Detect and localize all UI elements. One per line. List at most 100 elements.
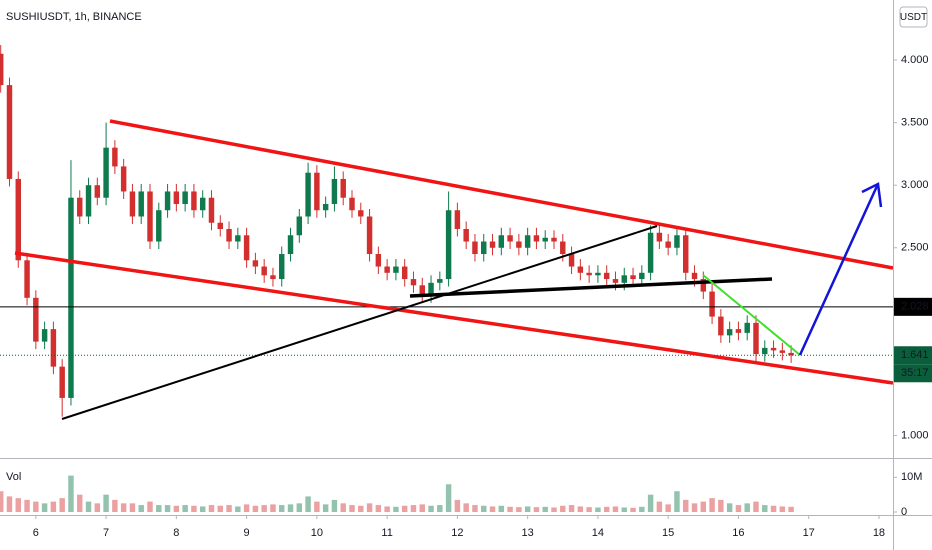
candle-body: [691, 272, 698, 280]
volume-bar: [709, 498, 715, 512]
volume-bar: [235, 506, 241, 512]
volume-pane: [0, 475, 794, 512]
candle-body: [551, 237, 557, 242]
volume-bar: [463, 503, 469, 512]
volume-bar: [164, 505, 171, 512]
candle-body: [779, 350, 786, 353]
volume-bar: [59, 498, 65, 512]
candle-body: [586, 272, 592, 276]
countdown-box: [894, 364, 932, 383]
volume-bar: [384, 506, 390, 512]
volume-bar: [340, 503, 346, 512]
candle-body: [279, 254, 285, 280]
volume-bar: [120, 503, 127, 512]
candle-body: [647, 232, 654, 273]
volume-bar: [261, 505, 267, 512]
candle-body: [191, 191, 197, 211]
volume-bar: [770, 505, 777, 512]
candle-body: [542, 237, 548, 242]
candle-body: [621, 275, 627, 283]
candle-body: [744, 322, 750, 333]
volume-bar: [349, 505, 355, 512]
candle-body: [656, 232, 663, 242]
candle-body: [138, 191, 144, 217]
candle-body: [156, 210, 162, 242]
candle-body: [6, 85, 13, 179]
candle-body: [50, 329, 57, 367]
volume-bar: [305, 496, 311, 512]
triangle-line: [61, 225, 658, 420]
currency: USDT: [900, 12, 927, 23]
candles: [0, 45, 794, 417]
x-tick-label: 10: [311, 527, 323, 539]
candle-body: [77, 197, 83, 217]
candle-body: [366, 216, 373, 255]
volume-bar: [410, 505, 417, 512]
candle-body: [410, 279, 417, 286]
volume-bar: [322, 504, 329, 512]
candle-body: [358, 210, 364, 217]
price-levels: [0, 306, 893, 356]
candle-body: [24, 260, 30, 298]
volume-bar: [533, 507, 540, 512]
x-tick-label: 16: [732, 527, 744, 539]
candle-body: [639, 272, 645, 280]
volume-bar: [788, 506, 794, 512]
price-label: 1.641: [901, 349, 929, 361]
candle-body: [472, 241, 478, 255]
volume-bar: [551, 507, 557, 512]
candle-body: [726, 329, 733, 336]
volume-bar: [191, 505, 197, 512]
candle-body: [770, 347, 777, 351]
price-label-box: [894, 297, 932, 316]
y-tick-label: 2.500: [901, 242, 929, 254]
price-label-box: [894, 346, 932, 365]
candle-body: [437, 279, 443, 283]
candle-body: [533, 235, 540, 242]
axes: 1.000 2.500 3.000 3.500 4.000 0 10M 6 7 8 9 10 11 12 1…: [33, 54, 929, 539]
volume-bar: [296, 503, 303, 512]
candle-body: [401, 266, 408, 280]
volume-bar: [287, 504, 294, 512]
candle-body: [428, 282, 434, 296]
y-tick-label: 3.000: [901, 179, 929, 191]
candle-body: [753, 322, 759, 355]
candle-body: [252, 260, 259, 267]
volume-bar: [700, 501, 707, 512]
candle-body: [445, 210, 452, 280]
volume-bar: [375, 505, 382, 512]
volume-bar: [138, 505, 144, 512]
x-tick-label: 18: [873, 527, 885, 539]
volume-bar: [393, 506, 399, 512]
price-label: 2.028: [901, 301, 929, 313]
candle-body: [498, 235, 505, 248]
volume-bar: [437, 505, 443, 512]
x-tick-label: 7: [103, 527, 109, 539]
volume-bar: [331, 499, 338, 512]
candle-body: [718, 316, 724, 336]
y-tick-label: 3.500: [901, 117, 929, 129]
volume-bar: [612, 506, 619, 512]
volume-bar: [507, 506, 513, 512]
volume-bar: [314, 501, 320, 512]
volume-label: Vol: [6, 471, 21, 483]
candle-body: [199, 197, 206, 211]
candle-body: [612, 279, 619, 283]
volume-bar: [147, 501, 153, 512]
candle-body: [507, 235, 513, 242]
candle-body: [182, 191, 188, 204]
x-tick-label: 15: [662, 527, 674, 539]
candle-body: [709, 291, 715, 317]
candle-body: [665, 241, 671, 248]
volume-bar: [683, 499, 689, 512]
candle-body: [375, 254, 382, 267]
volume-bar: [726, 503, 733, 512]
volume-bar: [0, 491, 4, 512]
x-tick-label: 8: [173, 527, 179, 539]
projection-arrow: [798, 185, 879, 356]
volume-bar: [753, 501, 759, 512]
volume-bar: [77, 494, 83, 512]
candle-body: [384, 266, 390, 273]
candle-body: [243, 235, 250, 261]
